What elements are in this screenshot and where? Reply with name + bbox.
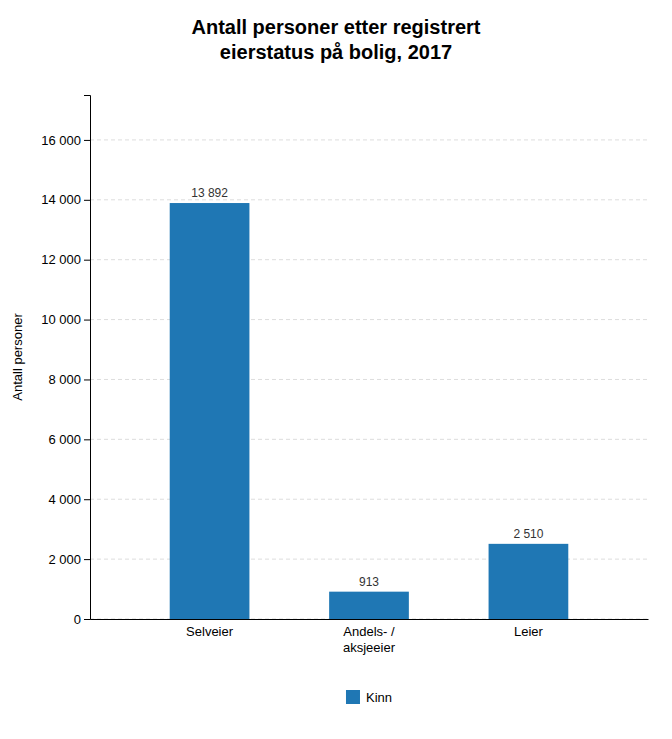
- bar: [170, 203, 250, 619]
- tick: 14 000: [41, 192, 90, 207]
- tick-label: 2 000: [48, 552, 81, 567]
- grid-line: [90, 199, 648, 200]
- data-label: 2 510: [513, 527, 543, 541]
- tick-mark: [84, 499, 90, 500]
- tick: Leier: [514, 624, 544, 639]
- tick: 16 000: [41, 133, 90, 148]
- tick-label: 6 000: [48, 432, 81, 447]
- tick: Andels- /aksjeeier: [343, 624, 396, 655]
- legend-label: Kinn: [366, 690, 392, 705]
- tick-label: 14 000: [41, 192, 81, 207]
- bar: [329, 592, 409, 619]
- tick: 6 000: [48, 432, 90, 447]
- tick: 8 000: [48, 372, 90, 387]
- axis-line: [91, 619, 649, 620]
- tick: 2 000: [48, 552, 90, 567]
- tick-mark: [84, 559, 90, 560]
- tick-label: 0: [74, 612, 81, 627]
- tick-label: 12 000: [41, 252, 81, 267]
- bars: [170, 203, 569, 619]
- grid: [90, 140, 648, 619]
- axis-line: [84, 96, 91, 620]
- legend-swatch: [346, 690, 360, 704]
- data-label: 13 892: [191, 186, 228, 200]
- tick-label: Andels- /aksjeeier: [343, 624, 396, 655]
- chart: 0 2 000 4 000 6 000 8 000 10 000 12 000 14 000 1…: [0, 0, 672, 739]
- tick-label: 10 000: [41, 312, 81, 327]
- legend: Kinn: [346, 690, 392, 705]
- data-label: 913: [359, 575, 379, 589]
- tick-label: 4 000: [48, 492, 81, 507]
- title: Antall personer etter registrerteierstat…: [192, 16, 481, 63]
- tick-mark: [84, 140, 90, 141]
- y-axis-title: Antall personer: [10, 313, 25, 401]
- x-axis: Selveier Andels- /aksjeeier Leier: [91, 620, 649, 655]
- tick-mark: [84, 619, 90, 620]
- grid-line: [90, 139, 648, 140]
- tick-label: Selveier: [186, 624, 234, 639]
- tick: 10 000: [41, 312, 90, 327]
- bar: [489, 544, 569, 619]
- tick-mark: [84, 379, 90, 380]
- tick: Selveier: [186, 624, 234, 639]
- tick-mark: [84, 439, 90, 440]
- tick-mark: [84, 200, 90, 201]
- tick-label: 8 000: [48, 372, 81, 387]
- tick-label: Leier: [514, 624, 544, 639]
- tick-mark: [84, 320, 90, 321]
- y-axis: 0 2 000 4 000 6 000 8 000 10 000 12 000 14 000 1…: [41, 96, 90, 627]
- tick: 0: [74, 612, 90, 627]
- tick: 12 000: [41, 252, 90, 267]
- data-labels: 13 892 913 2 510: [191, 186, 544, 589]
- tick-mark: [84, 260, 90, 261]
- tick-label: 16 000: [41, 133, 81, 148]
- tick: 4 000: [48, 492, 90, 507]
- plot: 0 2 000 4 000 6 000 8 000 10 000 12 000 14 000 1…: [41, 96, 648, 655]
